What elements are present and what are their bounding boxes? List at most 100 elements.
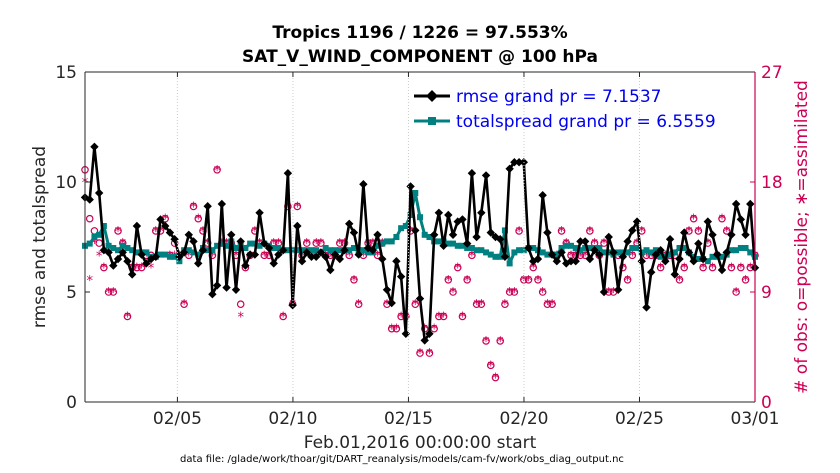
totalspread-point xyxy=(299,247,306,254)
totalspread-point xyxy=(388,238,395,245)
obs-possible-point xyxy=(439,312,448,321)
totalspread-point xyxy=(327,247,334,254)
totalspread-point xyxy=(421,231,428,238)
obs-assimilated-point: * xyxy=(370,237,377,252)
rmse-point xyxy=(538,191,547,200)
obs-possible-point xyxy=(453,263,462,272)
rmse-point xyxy=(161,221,170,231)
obs-assimilated-point: * xyxy=(360,249,367,264)
totalspread-point xyxy=(417,214,423,221)
rmse-point xyxy=(293,221,302,231)
totalspread-point xyxy=(483,249,490,256)
obs-assimilated-point: * xyxy=(143,249,150,264)
rmse-point xyxy=(401,329,411,338)
y2-tick-label: 0 xyxy=(761,393,772,413)
rmse-point xyxy=(646,268,656,277)
rmse-point xyxy=(250,250,260,259)
totalspread-point xyxy=(445,240,452,247)
rmse-point xyxy=(127,270,137,279)
obs-possible-point xyxy=(477,300,486,309)
x-axis-label: Feb.01,2016 00:00:00 start xyxy=(304,433,537,453)
rmse-point xyxy=(269,259,278,268)
obs-assimilated-point: * xyxy=(615,249,622,264)
totalspread-point xyxy=(520,247,527,254)
rmse-point xyxy=(529,257,538,266)
rmse-point xyxy=(562,259,571,268)
rmse-point xyxy=(156,215,165,224)
obs-assimilated-point: * xyxy=(747,262,754,277)
rmse-point xyxy=(613,285,623,294)
totalspread-point xyxy=(497,253,504,260)
totalspread-point xyxy=(379,240,386,247)
obs-assimilated-point: * xyxy=(539,286,546,301)
obs-possible-point xyxy=(392,324,401,333)
totalspread-point xyxy=(450,240,457,247)
totalspread-point xyxy=(256,242,263,249)
obs-possible-point xyxy=(335,239,344,247)
obs-possible-point xyxy=(416,349,424,357)
rmse-point xyxy=(694,239,703,248)
totalspread-point xyxy=(209,247,216,254)
obs-possible-point xyxy=(699,263,707,272)
obs-assimilated-point: * xyxy=(624,274,631,289)
obs-possible-point xyxy=(486,361,495,370)
rmse-point xyxy=(260,239,269,248)
totalspread-point xyxy=(412,190,419,196)
obs-assimilated-point: * xyxy=(138,262,145,277)
totalspread-point xyxy=(553,251,560,258)
y2-tick-label: 9 xyxy=(761,283,772,303)
obs-possible-point xyxy=(444,275,453,284)
obs-assimilated-point: * xyxy=(502,298,509,313)
totalspread-point xyxy=(487,251,494,258)
obs-possible-point xyxy=(317,239,325,247)
totalspread-point xyxy=(176,258,183,265)
obs-possible-point xyxy=(515,227,523,235)
obs-assimilated-point: * xyxy=(237,310,244,325)
obs-possible-point xyxy=(279,312,287,321)
obs-assimilated-point: * xyxy=(587,225,594,240)
rmse-point xyxy=(94,188,104,198)
totalspread-point xyxy=(601,249,608,256)
rmse-point xyxy=(278,246,288,255)
obs-possible-point xyxy=(293,202,302,211)
obs-assimilated-point: * xyxy=(535,274,542,289)
obs-possible-point xyxy=(501,300,509,309)
obs-assimilated-point: * xyxy=(705,237,712,252)
rmse-point xyxy=(467,169,477,178)
totalspread-point xyxy=(648,249,655,256)
totalspread-point xyxy=(426,234,433,240)
totalspread-point xyxy=(567,242,574,249)
obs-assimilated-point: * xyxy=(728,262,735,277)
obs-assimilated-point: * xyxy=(105,286,112,301)
x-tick-label: 02/15 xyxy=(384,409,433,429)
obs-assimilated-point: * xyxy=(115,225,122,240)
rmse-point xyxy=(231,285,241,294)
totalspread-point xyxy=(218,240,225,247)
totalspread-point xyxy=(506,260,513,267)
obs-possible-point xyxy=(557,227,566,235)
obs-assimilated-point: * xyxy=(492,372,499,387)
obs-assimilated-point: * xyxy=(464,274,471,289)
obs-assimilated-point: * xyxy=(700,262,707,277)
y-tick-label: 10 xyxy=(55,173,77,193)
obs-assimilated-point: * xyxy=(421,323,428,338)
obs-assimilated-point: * xyxy=(511,286,518,301)
rmse-point xyxy=(340,246,349,255)
totalspread-point xyxy=(634,245,641,251)
rmse-point xyxy=(609,248,618,257)
totalspread-point xyxy=(143,249,150,256)
rmse-point xyxy=(741,230,750,239)
obs-assimilated-point: * xyxy=(544,298,551,313)
rmse-point xyxy=(222,283,231,292)
legend-rmse-label: rmse grand pr = 7.1537 xyxy=(456,87,661,107)
obs-possible-point xyxy=(741,275,750,284)
totalspread-point xyxy=(544,251,551,258)
totalspread-point xyxy=(105,242,112,249)
obs-assimilated-point: * xyxy=(204,237,211,252)
obs-possible-point xyxy=(548,300,556,309)
obs-assimilated-point: * xyxy=(261,249,268,264)
totalspread-point xyxy=(294,247,301,254)
obs-assimilated-point: * xyxy=(318,237,325,252)
rmse-point xyxy=(335,254,344,264)
obs-assimilated-point: * xyxy=(407,225,414,240)
